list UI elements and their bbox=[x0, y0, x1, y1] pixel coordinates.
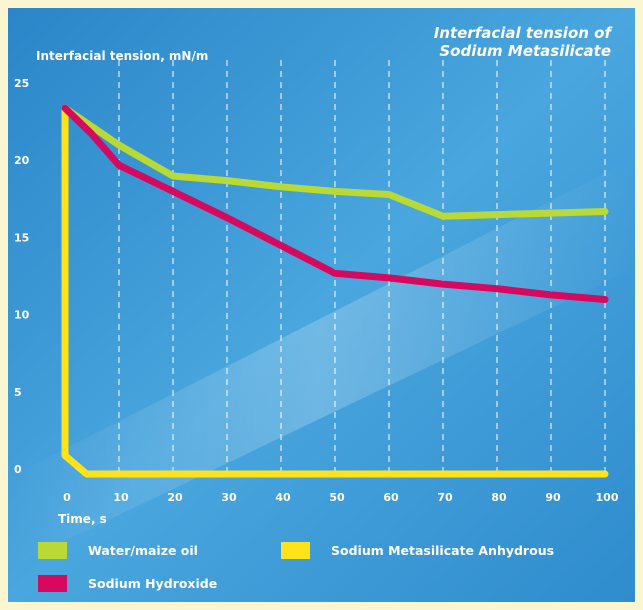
legend: Water/maize oil Sodium Metasilicate Anhyd… bbox=[38, 542, 554, 592]
y-tick-label-25: 25 bbox=[14, 77, 29, 90]
x-tick-label-80: 80 bbox=[491, 491, 507, 504]
y-tick-label-0: 0 bbox=[14, 463, 22, 476]
x-tick-label-40: 40 bbox=[275, 491, 291, 504]
y-tick-label-10: 10 bbox=[14, 309, 30, 322]
series-line-1 bbox=[61, 104, 609, 478]
x-tick-label-50: 50 bbox=[329, 491, 345, 504]
y-axis-label: Interfacial tension, mN/m bbox=[36, 49, 208, 63]
chart-title-line-1: Interfacial tension of bbox=[434, 24, 614, 42]
legend-swatch-1 bbox=[281, 542, 310, 559]
x-tick-label-0: 0 bbox=[63, 491, 71, 504]
x-tick-label-70: 70 bbox=[437, 491, 453, 504]
chart: Interfacial tension of Sodium Metasilica… bbox=[8, 8, 635, 602]
x-tick-label-60: 60 bbox=[383, 491, 399, 504]
legend-label-2: Sodium Hydroxide bbox=[88, 576, 217, 591]
series-line-2 bbox=[61, 104, 609, 303]
x-tick-label-20: 20 bbox=[167, 491, 183, 504]
gridlines bbox=[118, 60, 606, 474]
series-lines bbox=[61, 104, 609, 478]
legend-label-0: Water/maize oil bbox=[88, 543, 198, 558]
light-streak bbox=[8, 158, 635, 568]
chart-title-line-2: Sodium Metasilicate bbox=[439, 42, 611, 60]
x-axis-label: Time, s bbox=[58, 512, 107, 526]
y-tick-label-15: 15 bbox=[14, 231, 29, 244]
series-line-0 bbox=[61, 104, 609, 220]
y-tick-label-5: 5 bbox=[14, 386, 22, 399]
x-tick-label-100: 100 bbox=[596, 491, 619, 504]
y-tick-labels: 0 5 10 15 20 25 bbox=[14, 77, 30, 476]
chart-frame: Interfacial tension of Sodium Metasilica… bbox=[8, 8, 635, 602]
x-tick-label-90: 90 bbox=[545, 491, 561, 504]
x-tick-label-10: 10 bbox=[113, 491, 129, 504]
legend-swatch-0 bbox=[38, 542, 67, 559]
x-tick-labels: 0 10 20 30 40 50 60 70 80 90 100 bbox=[63, 491, 619, 504]
legend-label-1: Sodium Metasilicate Anhydrous bbox=[331, 543, 554, 558]
x-tick-label-30: 30 bbox=[221, 491, 237, 504]
legend-swatch-2 bbox=[38, 575, 67, 592]
y-tick-label-20: 20 bbox=[14, 154, 30, 167]
